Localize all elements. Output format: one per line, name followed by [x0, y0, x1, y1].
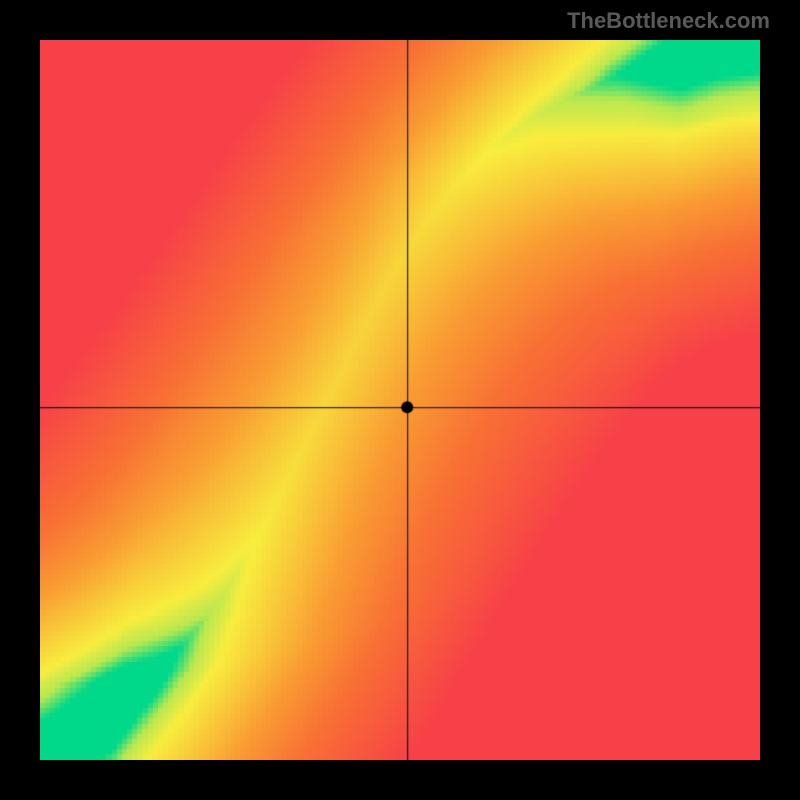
watermark-text: TheBottleneck.com: [567, 8, 770, 34]
heatmap-canvas: [40, 40, 760, 760]
bottleneck-heatmap: [40, 40, 760, 760]
